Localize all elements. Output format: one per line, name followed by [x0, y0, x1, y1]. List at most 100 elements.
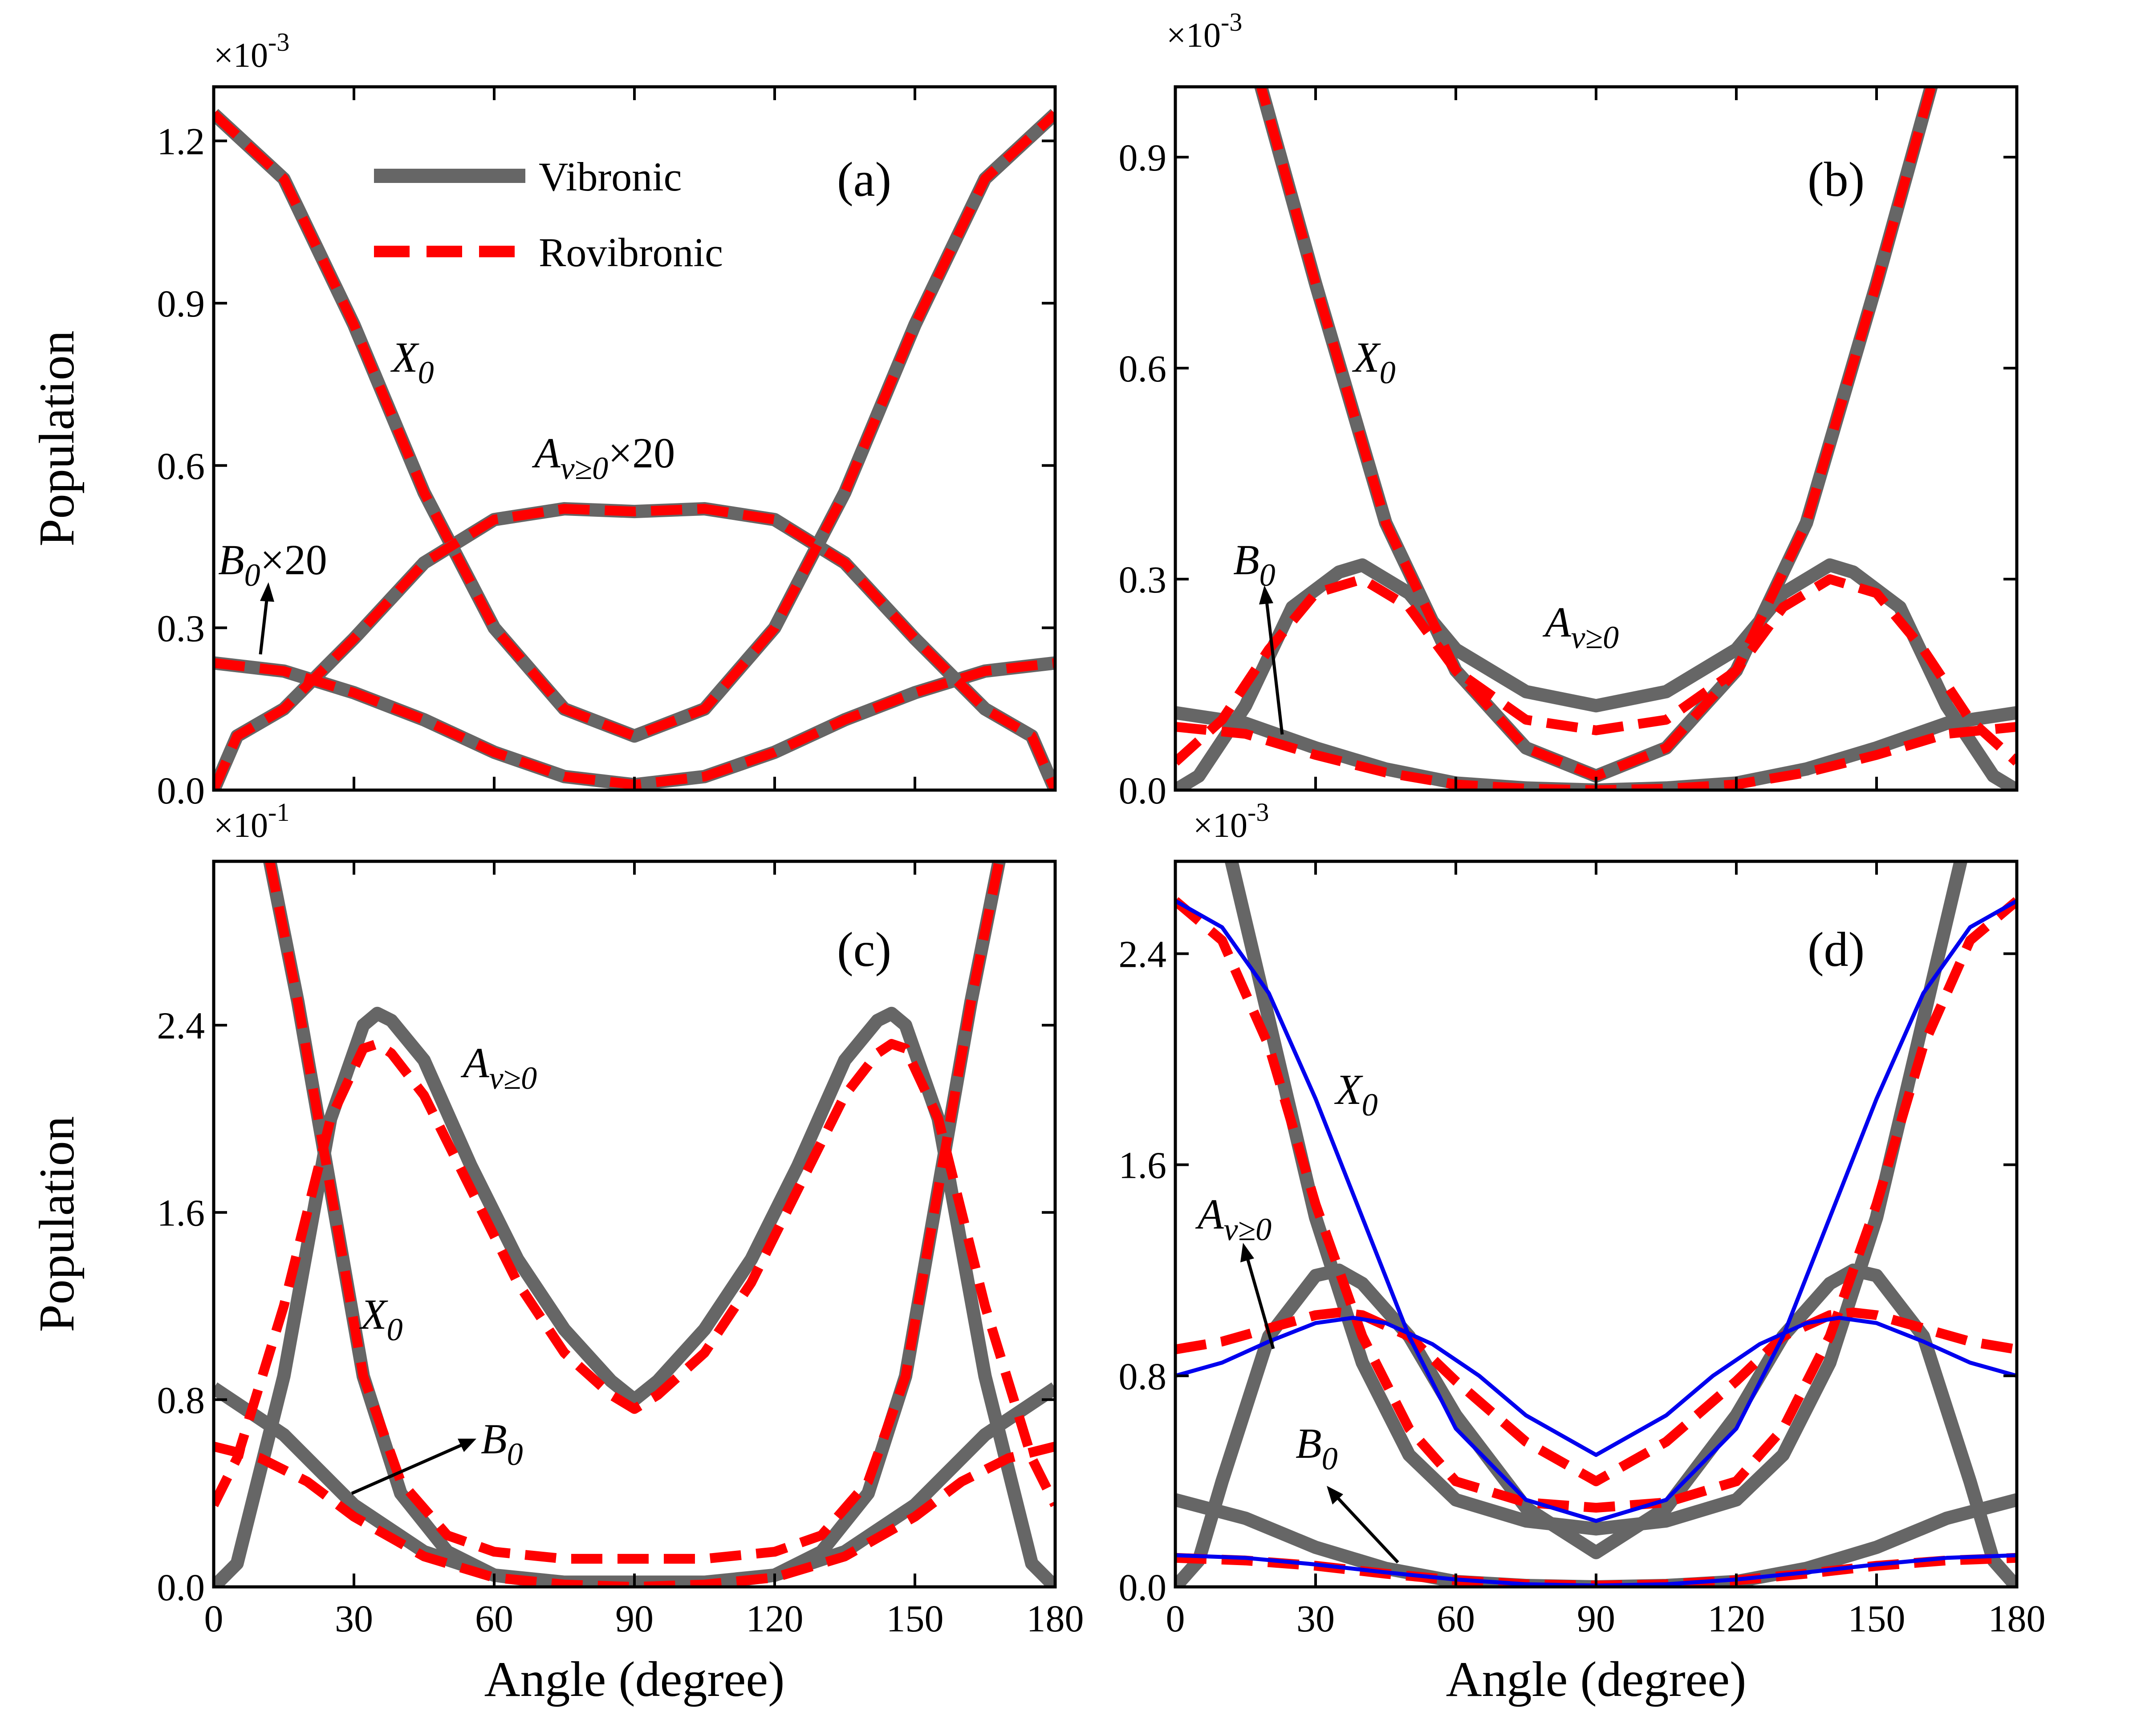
annotation-a-base: A [532, 429, 561, 477]
panel-d-scale: ×10-3 [1193, 798, 1269, 844]
y-axis-label-bottom: Population [29, 1116, 85, 1332]
annotation-x0: X0 [359, 1290, 403, 1347]
panel-b-scale-exp: -3 [1221, 8, 1242, 37]
annotation-b0-sub: 0 [1322, 1441, 1338, 1476]
panel-a-scale-base: ×10 [214, 36, 268, 74]
panel-c-scale: ×10-1 [214, 798, 289, 844]
y-tick-label: 0.0 [1119, 769, 1167, 812]
annotation-x0-base: X [359, 1290, 388, 1338]
x-tick-label: 120 [1708, 1597, 1765, 1640]
x-tick-label: 150 [886, 1597, 944, 1640]
annotation-x0: X0 [1352, 333, 1396, 390]
series-x0-rovibronic-line [1175, 897, 2017, 1513]
panel-b-scale: ×10-3 [1166, 8, 1242, 54]
panel-c: 0.0 0.8 1.6 2.4 0 30 60 90 120 150 180 ×10-1 (c) A… [157, 798, 1084, 1640]
annotation-b0-arrow [1334, 1494, 1399, 1564]
panel-b-frame [1174, 85, 2019, 792]
series-x0-rovibronic-line [214, 110, 1055, 741]
annotation-b0: B0×20 [218, 536, 327, 593]
panel-d-frame [1174, 860, 2019, 1589]
series-av-0-20-rovibronic-line [214, 504, 1055, 790]
x-axis-label-right: Angle (degree) [1446, 1652, 1747, 1707]
annotation-a-suffix: ×20 [608, 429, 675, 477]
y-tick-label: 2.4 [157, 1004, 205, 1047]
panel-a-frame [212, 85, 1057, 792]
y-tick-label: 0.3 [1119, 558, 1167, 601]
y-tick-label: 0.6 [157, 445, 205, 487]
series-b0-vibronic-line [1175, 1493, 2017, 1587]
series-x0-rovibronic-line [1256, 87, 1936, 781]
annotation-b0-sub: 0 [244, 557, 260, 593]
legend: Vibronic Rovibronic [374, 154, 723, 275]
annotation-x0-sub: 0 [1362, 1087, 1378, 1123]
y-tick-label: 0.9 [1119, 136, 1167, 179]
annotation-a-base: A [460, 1039, 489, 1087]
annotation-a-arrow [1245, 1255, 1275, 1349]
annotation-x0: X0 [390, 333, 434, 390]
annotation-b0-base: B [481, 1415, 507, 1463]
panel-a: 0.0 0.3 0.6 0.9 1.2 ×10-3 (a) Vibronic Rovib… [157, 28, 1057, 812]
annotation-b0-arrowhead [1327, 1486, 1343, 1505]
annotation-b0-arrowhead [260, 582, 274, 602]
x-tick-label: 90 [1577, 1597, 1615, 1640]
annotation-x0-base: X [1352, 333, 1381, 381]
panel-a-ticks: 0.0 0.3 0.6 0.9 1.2 [157, 87, 1056, 812]
panel-c-scale-exp: -1 [268, 798, 289, 827]
series-x0-vibronic-line [214, 109, 1055, 743]
series-x0-rovibronic-line [265, 861, 1004, 1564]
legend-vibronic-label: Vibronic [539, 154, 682, 199]
panel-a-scale-exp: -3 [268, 28, 289, 57]
series-av-0-vibronic-line [1175, 558, 2017, 790]
y-axis-label-top: Population [29, 330, 85, 546]
annotation-b0: B0 [481, 1415, 523, 1472]
annotation-a-sub: v≥0 [1571, 620, 1619, 655]
series-x0-reference-line [1175, 899, 2017, 1523]
annotation-b0-base: B [218, 536, 244, 584]
series-b0-20-rovibronic-line [214, 658, 1055, 790]
panel-a-label: (a) [837, 152, 891, 207]
panel-b-scale-base: ×10 [1166, 16, 1221, 54]
annotation-a-base: A [1195, 1190, 1224, 1238]
legend-rovibronic-label: Rovibronic [539, 230, 723, 275]
x-axis-label-left: Angle (degree) [484, 1652, 785, 1707]
annotation-x0-base: X [390, 333, 419, 381]
annotation-a: Av≥0 [460, 1039, 537, 1096]
y-tick-label: 0.9 [157, 282, 205, 325]
y-tick-label: 0.0 [157, 769, 205, 812]
annotation-b0-arrow [1265, 600, 1284, 735]
panel-c-curves [214, 861, 1055, 1587]
annotation-b0-base: B [1296, 1420, 1322, 1467]
annotation-x0-sub: 0 [387, 1312, 403, 1347]
panel-d-ticks: 0.0 0.8 1.6 2.4 0 30 60 90 120 150 180 [1119, 861, 2046, 1640]
x-tick-label: 150 [1848, 1597, 1905, 1640]
panel-d-scale-base: ×10 [1193, 806, 1247, 844]
y-tick-label: 0.8 [157, 1379, 205, 1421]
annotation-a-sub: v≥0 [1224, 1212, 1272, 1247]
series-av-0-rovibronic-line [1175, 574, 2017, 766]
series-av-0-vibronic-line [214, 1006, 1055, 1587]
annotation-a-sub: v≥0 [561, 450, 608, 486]
y-tick-label: 1.6 [1119, 1144, 1167, 1187]
annotation-b0-arrowhead [458, 1439, 476, 1452]
panel-a-scale: ×10-3 [214, 28, 289, 74]
series-av-0-rovibronic-line [1175, 1307, 2017, 1486]
x-tick-label: 30 [1296, 1597, 1335, 1640]
x-tick-label: 60 [1437, 1597, 1475, 1640]
annotation-b0-sub: 0 [1259, 557, 1276, 593]
annotation-a-sub: v≥0 [489, 1060, 537, 1096]
y-tick-label: 0.3 [157, 607, 205, 649]
annotation-b0-arrow [351, 1443, 464, 1495]
annotation-a-arrowhead [1240, 1243, 1254, 1262]
panel-d-label: (d) [1808, 922, 1865, 977]
series-b0-rovibronic-line [1175, 722, 2017, 790]
x-tick-label: 180 [1988, 1597, 2046, 1640]
annotation-a: Av≥0 [1542, 598, 1619, 655]
series-b0-rovibronic-line [214, 1441, 1055, 1587]
y-tick-label: 0.0 [1119, 1566, 1167, 1609]
annotation-a: Av≥0×20 [532, 429, 675, 486]
series-av-0-rovibronic-line [214, 1039, 1055, 1507]
panel-d-scale-exp: -3 [1247, 798, 1269, 827]
series-av-0-reference-line [1175, 1315, 2017, 1457]
x-tick-label: 30 [335, 1597, 373, 1640]
annotation-b0-base: B [1233, 536, 1259, 584]
